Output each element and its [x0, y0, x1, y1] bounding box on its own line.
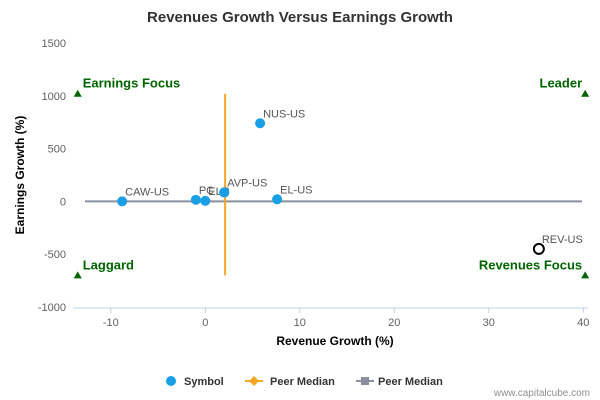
data-point-label: NUS-US	[263, 108, 305, 120]
credit-text[interactable]: www.capitalcube.com	[493, 388, 590, 399]
data-point-label: CAW-US	[125, 186, 169, 198]
legend-item-symbol[interactable]: Symbol	[166, 376, 224, 388]
quadrant-label: Laggard	[83, 257, 134, 272]
data-point-label: REV-US	[542, 234, 583, 246]
x-tick-label: 20	[388, 317, 400, 329]
legend-peer-median-y-marker	[361, 377, 369, 385]
y-tick-label: 1500	[42, 38, 66, 50]
legend-item-peer-median-x[interactable]: Peer Median	[245, 376, 335, 388]
legend-item-peer-median-y[interactable]: Peer Median	[356, 376, 443, 388]
x-tick-label: 0	[202, 317, 208, 329]
data-point-label: AVP-US	[227, 177, 267, 189]
chart-title: Revenues Growth Versus Earnings Growth	[147, 9, 453, 26]
data-point	[219, 187, 230, 198]
y-tick-label: 1000	[42, 91, 66, 103]
quadrant-triangle-icon	[73, 89, 82, 97]
data-point	[190, 194, 201, 205]
plot-axes: -10 0 10 20 30 40 -1000 -500 0 500 1000 1500	[38, 38, 590, 329]
x-axis-title: Revenue Growth (%)	[276, 334, 393, 348]
data-point	[200, 195, 211, 206]
legend-symbol-marker	[166, 376, 176, 386]
quadrant-label: Leader	[540, 76, 583, 91]
data-point	[272, 194, 283, 205]
legend: Symbol Peer Median Peer Median	[166, 376, 443, 388]
data-point	[532, 242, 545, 255]
legend-peer-median-x-marker	[249, 376, 259, 386]
y-axis-title: Earnings Growth (%)	[13, 116, 27, 235]
y-tick-label: -500	[44, 249, 66, 261]
x-tick-label: 30	[483, 317, 495, 329]
legend-peer-median-x-label: Peer Median	[270, 376, 335, 388]
quadrant-triangle-icon	[73, 271, 82, 279]
legend-symbol-label: Symbol	[184, 376, 224, 388]
y-tick-label: -1000	[38, 302, 66, 314]
quadrant-triangle-icon	[581, 89, 590, 97]
data-point	[255, 118, 266, 129]
quadrant-triangle-icon	[581, 271, 590, 279]
y-tick-label: 500	[48, 144, 66, 156]
legend-peer-median-y-label: Peer Median	[378, 376, 443, 388]
y-tick-label: 0	[60, 196, 66, 208]
quadrant-labels: Earnings Focus Leader Laggard Revenues Focu…	[73, 76, 590, 279]
x-tick-label: -10	[103, 317, 119, 329]
data-point	[117, 196, 128, 207]
x-tick-label: 10	[294, 317, 306, 329]
data-point-label: PC	[199, 185, 214, 197]
data-point-label: EL-US	[280, 184, 312, 196]
peer-median-lines	[85, 93, 582, 276]
quadrant-label: Earnings Focus	[83, 76, 181, 91]
x-tick-label: 40	[577, 317, 589, 329]
quadrant-label: Revenues Focus	[479, 257, 582, 272]
